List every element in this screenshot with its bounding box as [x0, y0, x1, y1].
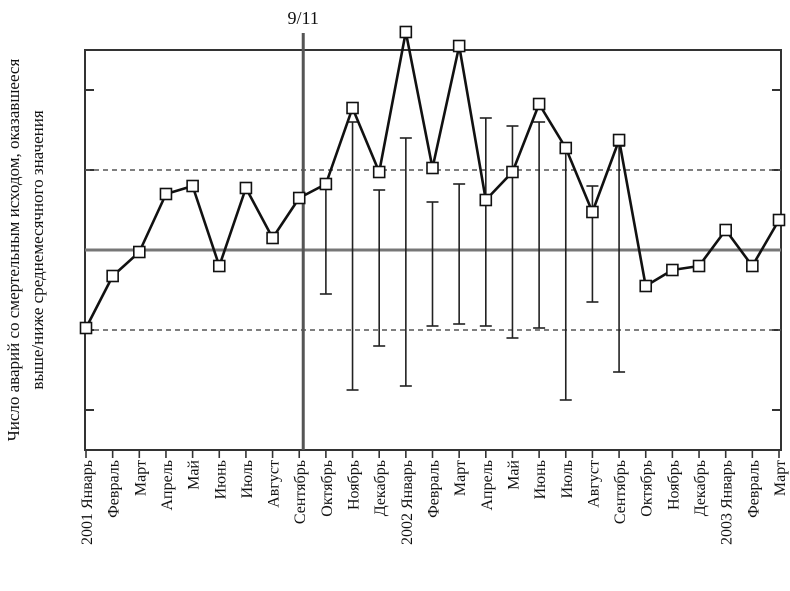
data-point-10 — [346, 101, 359, 115]
data-point-5 — [212, 259, 226, 273]
data-point-24 — [719, 223, 732, 237]
x-label-8: Сентябрь — [292, 460, 309, 524]
x-ticks — [85, 450, 780, 458]
x-label-20: Сентябрь — [612, 460, 629, 524]
data-point-15 — [479, 193, 493, 207]
data-point-6 — [239, 181, 253, 195]
data-point-9 — [319, 177, 333, 191]
x-label-19: Август — [585, 460, 602, 508]
y-axis-title-line-1: Число аварий со смертельным исходом, ока… — [4, 59, 23, 442]
x-label-11: Декабрь — [372, 460, 389, 516]
data-point-17 — [532, 97, 546, 111]
x-label-21: Октябрь — [639, 460, 656, 517]
data-point-0 — [79, 321, 93, 335]
x-label-9: Октябрь — [319, 460, 336, 517]
x-label-13: Февраль — [426, 460, 443, 518]
x-label-10: Ноябрь — [346, 460, 363, 510]
data-point-18 — [559, 141, 573, 155]
data-point-2 — [133, 245, 146, 259]
x-label-22: Ноябрь — [665, 460, 682, 510]
y-axis-title-line-2: выше/ниже среднемесячного значения — [28, 110, 47, 389]
x-label-17: Июнь — [532, 460, 549, 499]
data-point-16 — [506, 165, 519, 179]
data-point-22 — [666, 263, 679, 277]
x-label-4: Май — [186, 460, 203, 490]
data-point-1 — [106, 269, 119, 283]
x-label-16: Май — [505, 460, 522, 490]
data-point-7 — [266, 231, 279, 245]
x-label-3: Апрель — [159, 460, 176, 511]
error-bars — [319, 117, 626, 401]
x-label-2: Март — [132, 460, 149, 496]
data-point-3 — [159, 187, 173, 201]
x-label-18: Июль — [559, 460, 576, 498]
data-point-4 — [186, 179, 199, 193]
data-points — [79, 25, 786, 335]
x-label-25: Февраль — [745, 460, 762, 518]
data-point-19 — [586, 205, 599, 219]
data-point-14 — [452, 39, 466, 53]
y-axis-title: Число аварий со смертельным исходом, ока… — [4, 59, 47, 442]
x-label-15: Апрель — [479, 460, 496, 511]
x-label-5: Июнь — [212, 460, 229, 499]
x-axis-labels: 2001 Январь Февраль Март Апрель Май Июнь Июль А… — [79, 460, 789, 545]
data-point-20 — [612, 133, 626, 147]
sept-11-label: 9/11 — [288, 8, 319, 28]
data-point-13 — [426, 161, 439, 175]
x-label-1: Февраль — [106, 460, 123, 518]
x-label-26: Март — [772, 460, 789, 496]
data-point-11 — [372, 165, 386, 179]
x-label-6: Июль — [239, 460, 256, 498]
data-point-21 — [639, 279, 653, 293]
x-label-7: Август — [266, 460, 283, 508]
x-label-0: 2001 Январь — [79, 460, 96, 545]
data-point-26 — [772, 213, 786, 227]
data-point-12 — [399, 25, 413, 39]
x-label-14: Март — [452, 460, 469, 496]
x-label-23: Декабрь — [692, 460, 709, 516]
data-point-23 — [692, 259, 706, 273]
x-label-24: 2003 Январь — [719, 460, 736, 545]
data-point-25 — [746, 259, 759, 273]
x-label-12: 2002 Январь — [399, 460, 416, 545]
data-point-8 — [292, 191, 306, 205]
